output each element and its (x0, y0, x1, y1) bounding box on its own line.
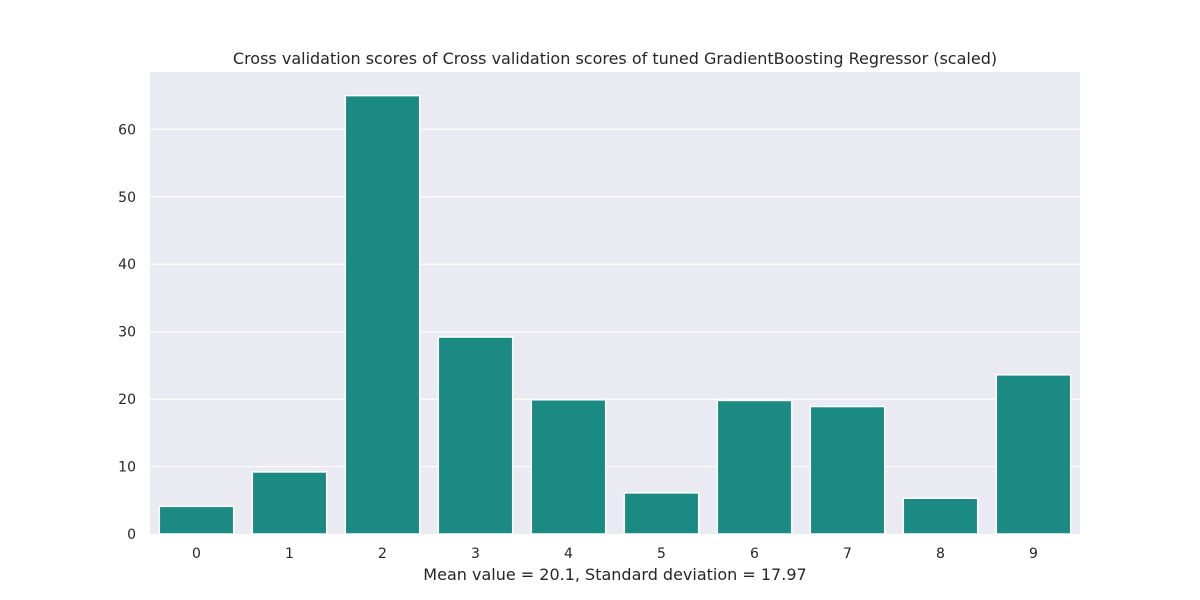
bar-8 (902, 497, 979, 535)
grid-lines (150, 128, 1080, 468)
x-tick-label: 8 (936, 546, 945, 562)
x-tick-label: 1 (285, 546, 294, 562)
x-tick-label: 7 (843, 546, 852, 562)
y-tick-label: 10 (118, 460, 136, 476)
y-tick-label: 60 (118, 122, 136, 138)
y-tick-label: 50 (118, 190, 136, 206)
x-tick-label: 4 (564, 546, 573, 562)
x-tick-label: 2 (378, 546, 387, 562)
chart-title: Cross validation scores of Cross validat… (233, 49, 997, 68)
y-tick-label: 40 (118, 257, 136, 273)
y-axis-ticks: 0 10 20 30 40 50 60 (118, 122, 136, 543)
bar-6 (716, 399, 793, 535)
bar-5 (623, 492, 700, 535)
bar-1 (251, 471, 328, 535)
plot-area (150, 72, 1080, 534)
x-axis-ticks: 0 1 2 3 4 5 6 7 8 9 (192, 546, 1038, 562)
x-axis-label: Mean value = 20.1, Standard deviation = … (423, 565, 806, 584)
x-tick-label: 3 (471, 546, 480, 562)
bar-9 (995, 374, 1072, 535)
x-tick-label: 5 (657, 546, 666, 562)
x-tick-label: 6 (750, 546, 759, 562)
bar-3 (437, 336, 514, 535)
x-tick-label: 9 (1029, 546, 1038, 562)
bar-0 (158, 505, 235, 535)
y-tick-label: 20 (118, 392, 136, 408)
bar-4 (530, 399, 607, 535)
y-tick-label: 30 (118, 325, 136, 341)
x-tick-label: 0 (192, 546, 201, 562)
y-tick-label: 0 (127, 527, 136, 543)
bars (158, 94, 1072, 535)
bar-7 (809, 405, 886, 535)
bar-2 (344, 94, 421, 535)
